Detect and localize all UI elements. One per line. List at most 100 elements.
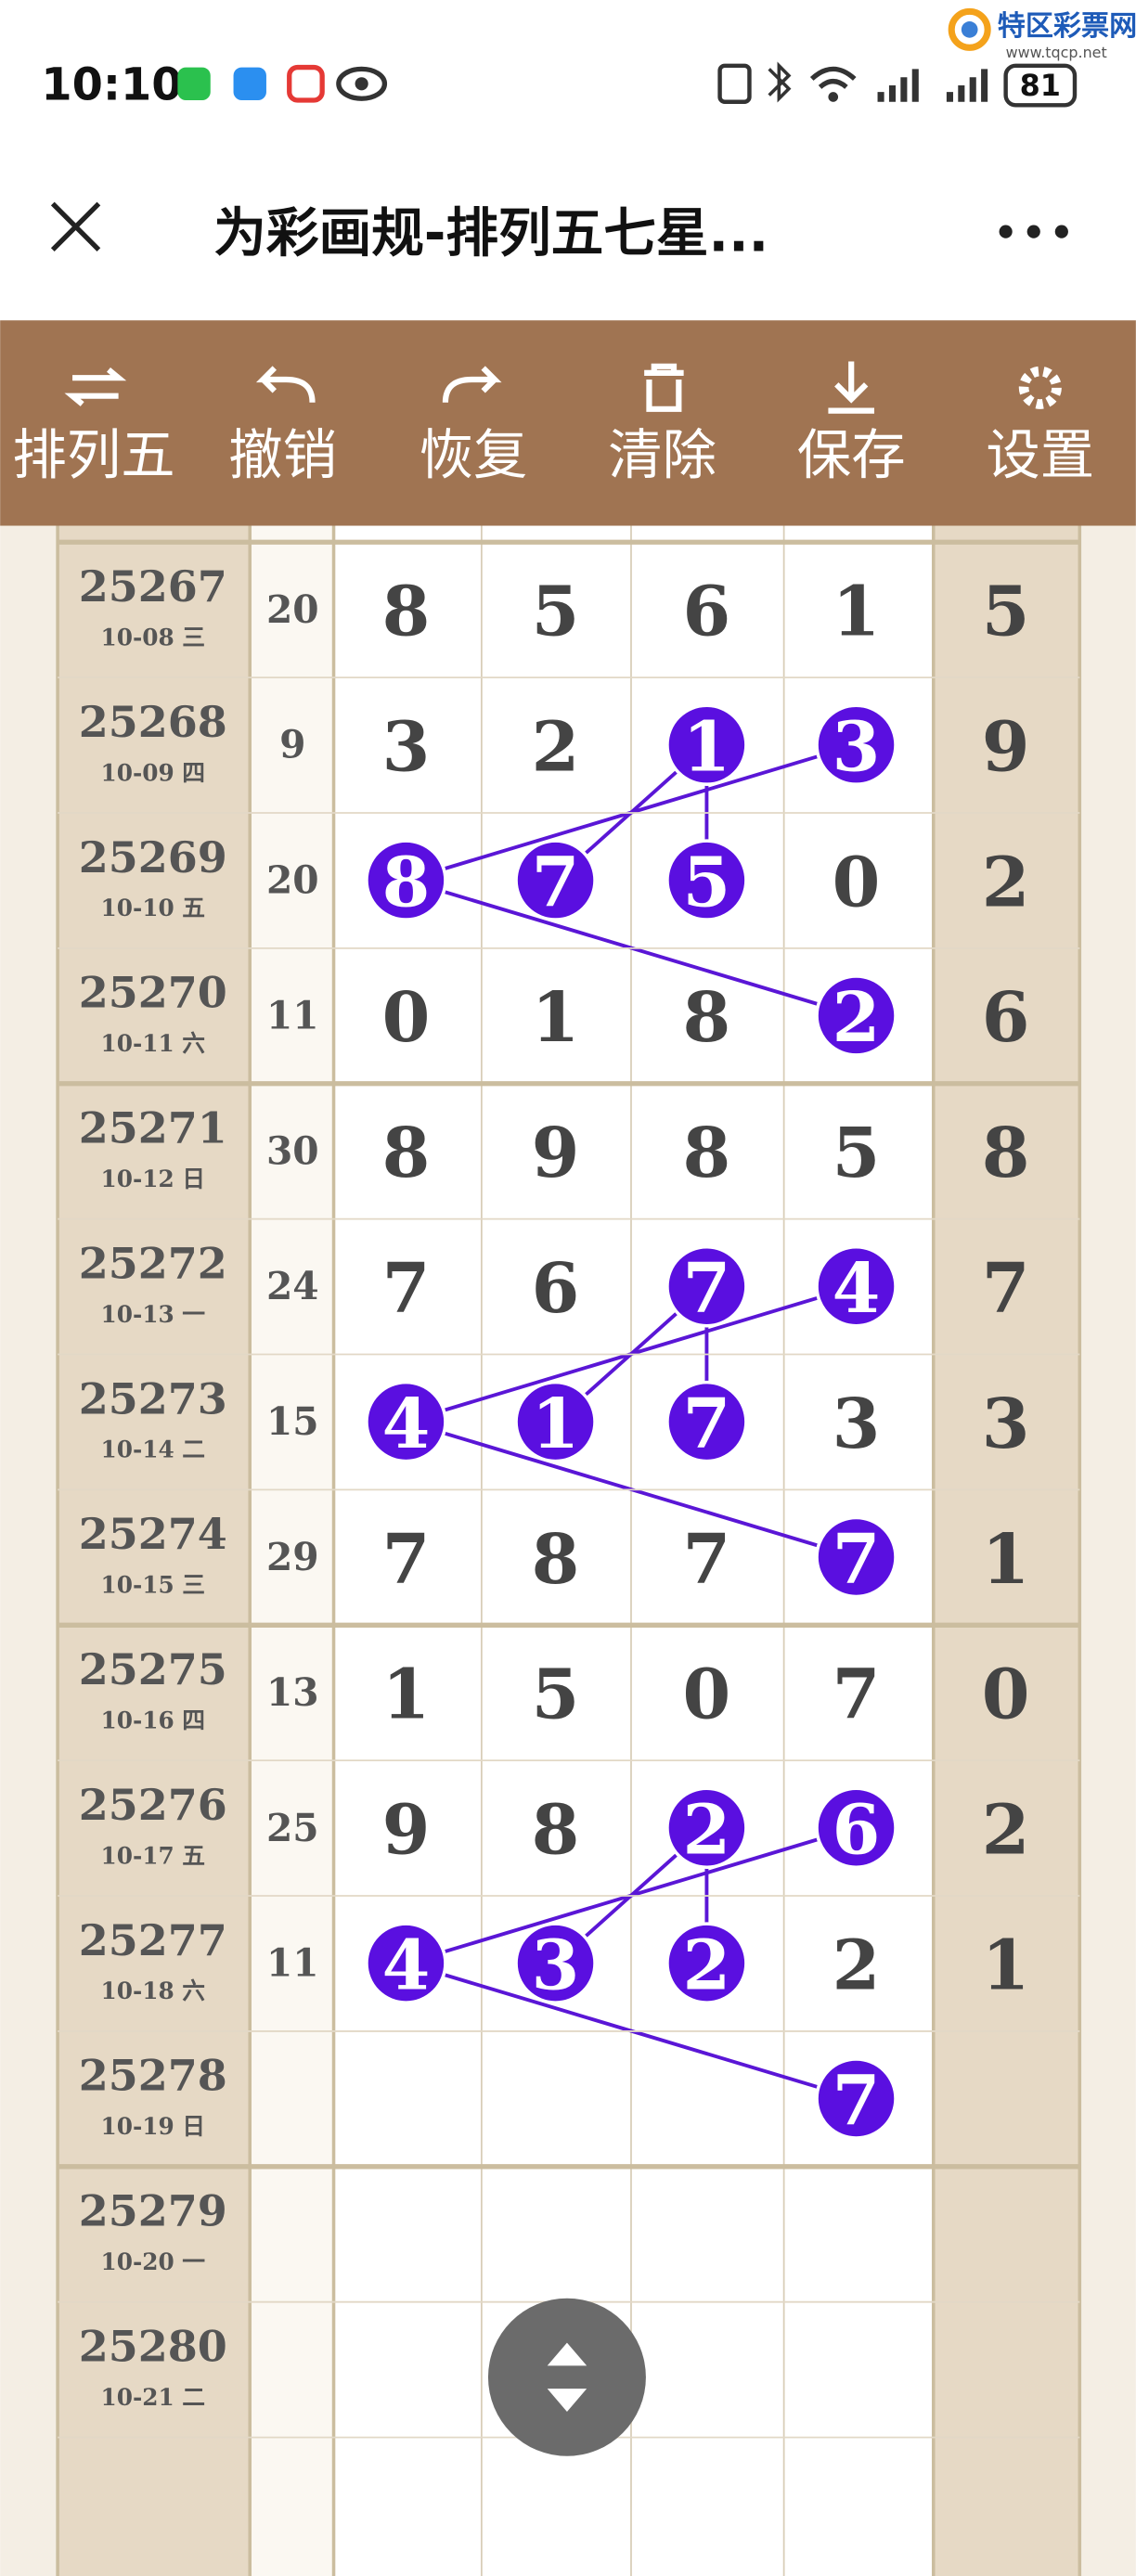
sum: 25 [266, 1806, 319, 1850]
issue-number: 25276 [79, 1780, 227, 1830]
toolbar-label[interactable]: 恢复 [420, 423, 528, 486]
issue-number: 25273 [79, 1373, 227, 1423]
battery-icon [1003, 63, 1078, 108]
issue-date: 10-13 一 [100, 1301, 205, 1328]
issue-date: 10-11 六 [100, 1030, 205, 1057]
issue-date: 10-10 五 [100, 895, 205, 921]
issue-date: 10-15 三 [100, 1572, 205, 1599]
issue-date: 10-21 二 [100, 2384, 205, 2411]
digit-highlight [365, 1380, 447, 1463]
settings-icon [1018, 366, 1062, 409]
scroll-arrows [547, 2342, 587, 2412]
digit-highlight [365, 1922, 447, 2004]
digit: 3 [382, 705, 431, 787]
sum: 29 [266, 1535, 319, 1579]
grid [56, 525, 1082, 2576]
wifi-icon [809, 66, 857, 89]
digit: 8 [532, 1789, 580, 1871]
highlighted-digit: 4 [382, 1383, 431, 1464]
sum: 11 [266, 993, 319, 1037]
highlighted-digit: 5 [683, 841, 731, 922]
highlighted-digit: 7 [683, 1247, 731, 1329]
toolbar-label[interactable]: 清除 [608, 423, 716, 486]
toolbar-label[interactable]: 保存 [797, 423, 906, 486]
highlighted-digit: 2 [683, 1924, 731, 2005]
sum: 11 [266, 1941, 319, 1986]
digit: 7 [833, 1654, 881, 1735]
highlighted-digit: 1 [683, 705, 731, 787]
issue-date: 10-19 日 [100, 2113, 205, 2140]
digit: 2 [982, 1789, 1030, 1871]
issue-number: 25270 [79, 968, 227, 1018]
toolbar-icons [64, 361, 1062, 414]
highlighted-digit: 1 [532, 1383, 580, 1464]
issue-number: 25267 [79, 561, 227, 612]
digit-highlight [514, 1380, 597, 1463]
digit: 1 [833, 571, 881, 652]
scroll-button[interactable] [487, 2298, 646, 2456]
last-column [933, 525, 1080, 2576]
digit-highlight [665, 1380, 748, 1463]
issue-number: 25274 [79, 1509, 227, 1559]
dot [1054, 225, 1068, 238]
digit: 9 [532, 1112, 580, 1193]
sum: 20 [266, 858, 319, 903]
sum-column [250, 525, 334, 2576]
close-button[interactable] [50, 201, 101, 251]
watermark-url: www.tqcp.net [1006, 44, 1107, 61]
digit-highlight [514, 839, 597, 921]
digit: 0 [382, 976, 431, 1058]
more-button[interactable] [999, 225, 1068, 238]
digit: 5 [833, 1112, 881, 1193]
sum: 30 [266, 1128, 319, 1173]
signal-icon [946, 69, 988, 102]
digit: 7 [382, 1518, 431, 1600]
digit: 2 [532, 705, 580, 787]
issue-number: 25271 [79, 1103, 227, 1153]
toolbar-label[interactable]: 撤销 [228, 423, 337, 486]
highlighted-digit: 7 [683, 1383, 731, 1464]
highlighted-digit: 7 [532, 841, 580, 922]
digit-highlight [665, 839, 748, 921]
digit-highlight [815, 1786, 897, 1870]
issue-number: 25268 [79, 697, 227, 747]
sum: 13 [266, 1670, 319, 1715]
issue-date: 10-08 三 [100, 624, 205, 650]
dot [999, 225, 1013, 238]
digit-highlight [365, 839, 447, 921]
highlighted-digit: 7 [833, 1518, 881, 1600]
highlighted-digit: 2 [683, 1789, 731, 1871]
issue-number: 25279 [79, 2186, 227, 2236]
digit: 1 [982, 1924, 1030, 2005]
digit-highlight [815, 1515, 897, 1599]
sum: 15 [266, 1399, 319, 1444]
undo-icon [255, 366, 316, 403]
toolbar-label[interactable]: 排列五 [12, 423, 174, 486]
issue-date: 10-18 六 [100, 1977, 205, 2004]
digit: 9 [382, 1789, 431, 1871]
digit-highlight [665, 1244, 748, 1328]
issue-number: 25277 [79, 1915, 227, 1965]
issue-number: 25280 [79, 2321, 227, 2371]
highlighted-digit: 2 [833, 976, 881, 1058]
digit: 6 [683, 571, 731, 652]
trash-icon [644, 363, 684, 412]
digit: 8 [532, 1518, 580, 1600]
toolbar [0, 320, 1136, 526]
issue-date: 10-09 四 [100, 759, 205, 786]
toolbar-label[interactable]: 设置 [986, 423, 1094, 486]
digit-highlight [665, 1786, 748, 1870]
nfc-icon [717, 63, 752, 104]
page-title: 为彩画规-排列五七星... [213, 202, 768, 264]
digit-highlight [815, 1244, 897, 1328]
digit: 0 [833, 841, 881, 922]
sum: 24 [266, 1264, 319, 1308]
issue-number: 25269 [79, 832, 227, 882]
wifi-icon [828, 92, 839, 102]
issue-date: 10-14 二 [100, 1436, 205, 1463]
issue-column [58, 525, 251, 2576]
redo-icon [442, 366, 502, 403]
